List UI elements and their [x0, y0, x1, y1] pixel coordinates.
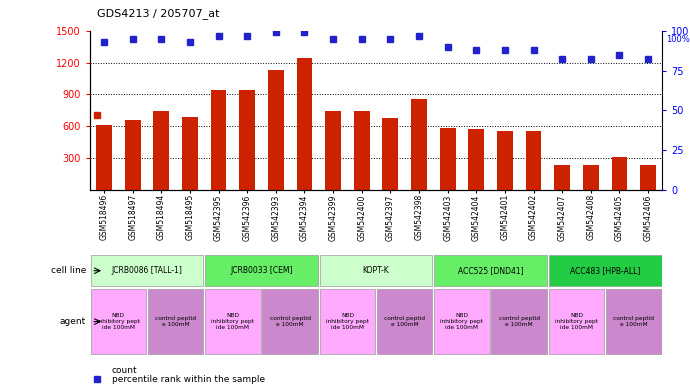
Text: control peptid
e 100mM: control peptid e 100mM — [155, 316, 196, 327]
Text: JCRB0086 [TALL-1]: JCRB0086 [TALL-1] — [112, 266, 182, 275]
Bar — [440, 129, 455, 190]
Bar — [611, 157, 627, 190]
Bar — [182, 117, 198, 190]
Text: JCRB0033 [CEM]: JCRB0033 [CEM] — [230, 266, 293, 275]
Text: GDS4213 / 205707_at: GDS4213 / 205707_at — [97, 8, 219, 19]
Bar — [148, 290, 204, 354]
Bar — [319, 255, 433, 286]
Text: count: count — [112, 366, 137, 375]
Text: KOPT-K: KOPT-K — [363, 266, 389, 275]
Bar — [491, 290, 547, 354]
Bar — [239, 90, 255, 190]
Text: control peptid
e 100mM: control peptid e 100mM — [613, 316, 654, 327]
Bar — [377, 290, 433, 354]
Text: control peptid
e 100mM: control peptid e 100mM — [384, 316, 425, 327]
Bar — [210, 90, 226, 190]
Text: NBD
inhibitory pept
ide 100mM: NBD inhibitory pept ide 100mM — [440, 313, 484, 330]
Bar — [354, 111, 370, 190]
Bar — [411, 99, 427, 190]
Bar — [153, 111, 169, 190]
Text: NBD
inhibitory pept
ide 100mM: NBD inhibitory pept ide 100mM — [211, 313, 255, 330]
Bar — [319, 290, 375, 354]
Bar — [434, 290, 490, 354]
Text: agent: agent — [60, 317, 86, 326]
Bar — [325, 111, 341, 190]
Bar — [205, 290, 261, 354]
Text: control peptid
e 100mM: control peptid e 100mM — [270, 316, 310, 327]
Bar — [90, 255, 204, 286]
Bar — [583, 165, 599, 190]
Bar — [549, 290, 604, 354]
Bar — [125, 120, 141, 190]
Text: ACC483 [HPB-ALL]: ACC483 [HPB-ALL] — [570, 266, 640, 275]
Bar — [606, 290, 662, 354]
Bar — [382, 118, 398, 190]
Bar — [297, 58, 313, 190]
Bar — [497, 131, 513, 190]
Text: NBD
inhibitory pept
ide 100mM: NBD inhibitory pept ide 100mM — [555, 313, 598, 330]
Text: control peptid
e 100mM: control peptid e 100mM — [499, 316, 540, 327]
Bar — [549, 255, 662, 286]
Bar — [469, 129, 484, 190]
Bar — [554, 165, 570, 190]
Bar — [262, 290, 318, 354]
Bar — [268, 70, 284, 190]
Bar — [205, 255, 318, 286]
Bar — [526, 131, 542, 190]
Text: NBD
inhibitory pept
ide 100mM: NBD inhibitory pept ide 100mM — [326, 313, 369, 330]
Text: ACC525 [DND41]: ACC525 [DND41] — [457, 266, 524, 275]
Text: percentile rank within the sample: percentile rank within the sample — [112, 375, 265, 384]
Bar — [434, 255, 547, 286]
Bar — [640, 165, 656, 190]
Text: 100%: 100% — [666, 35, 689, 43]
Bar — [90, 290, 146, 354]
Bar — [96, 125, 112, 190]
Text: cell line: cell line — [51, 266, 86, 275]
Text: NBD
inhibitory pept
ide 100mM: NBD inhibitory pept ide 100mM — [97, 313, 140, 330]
